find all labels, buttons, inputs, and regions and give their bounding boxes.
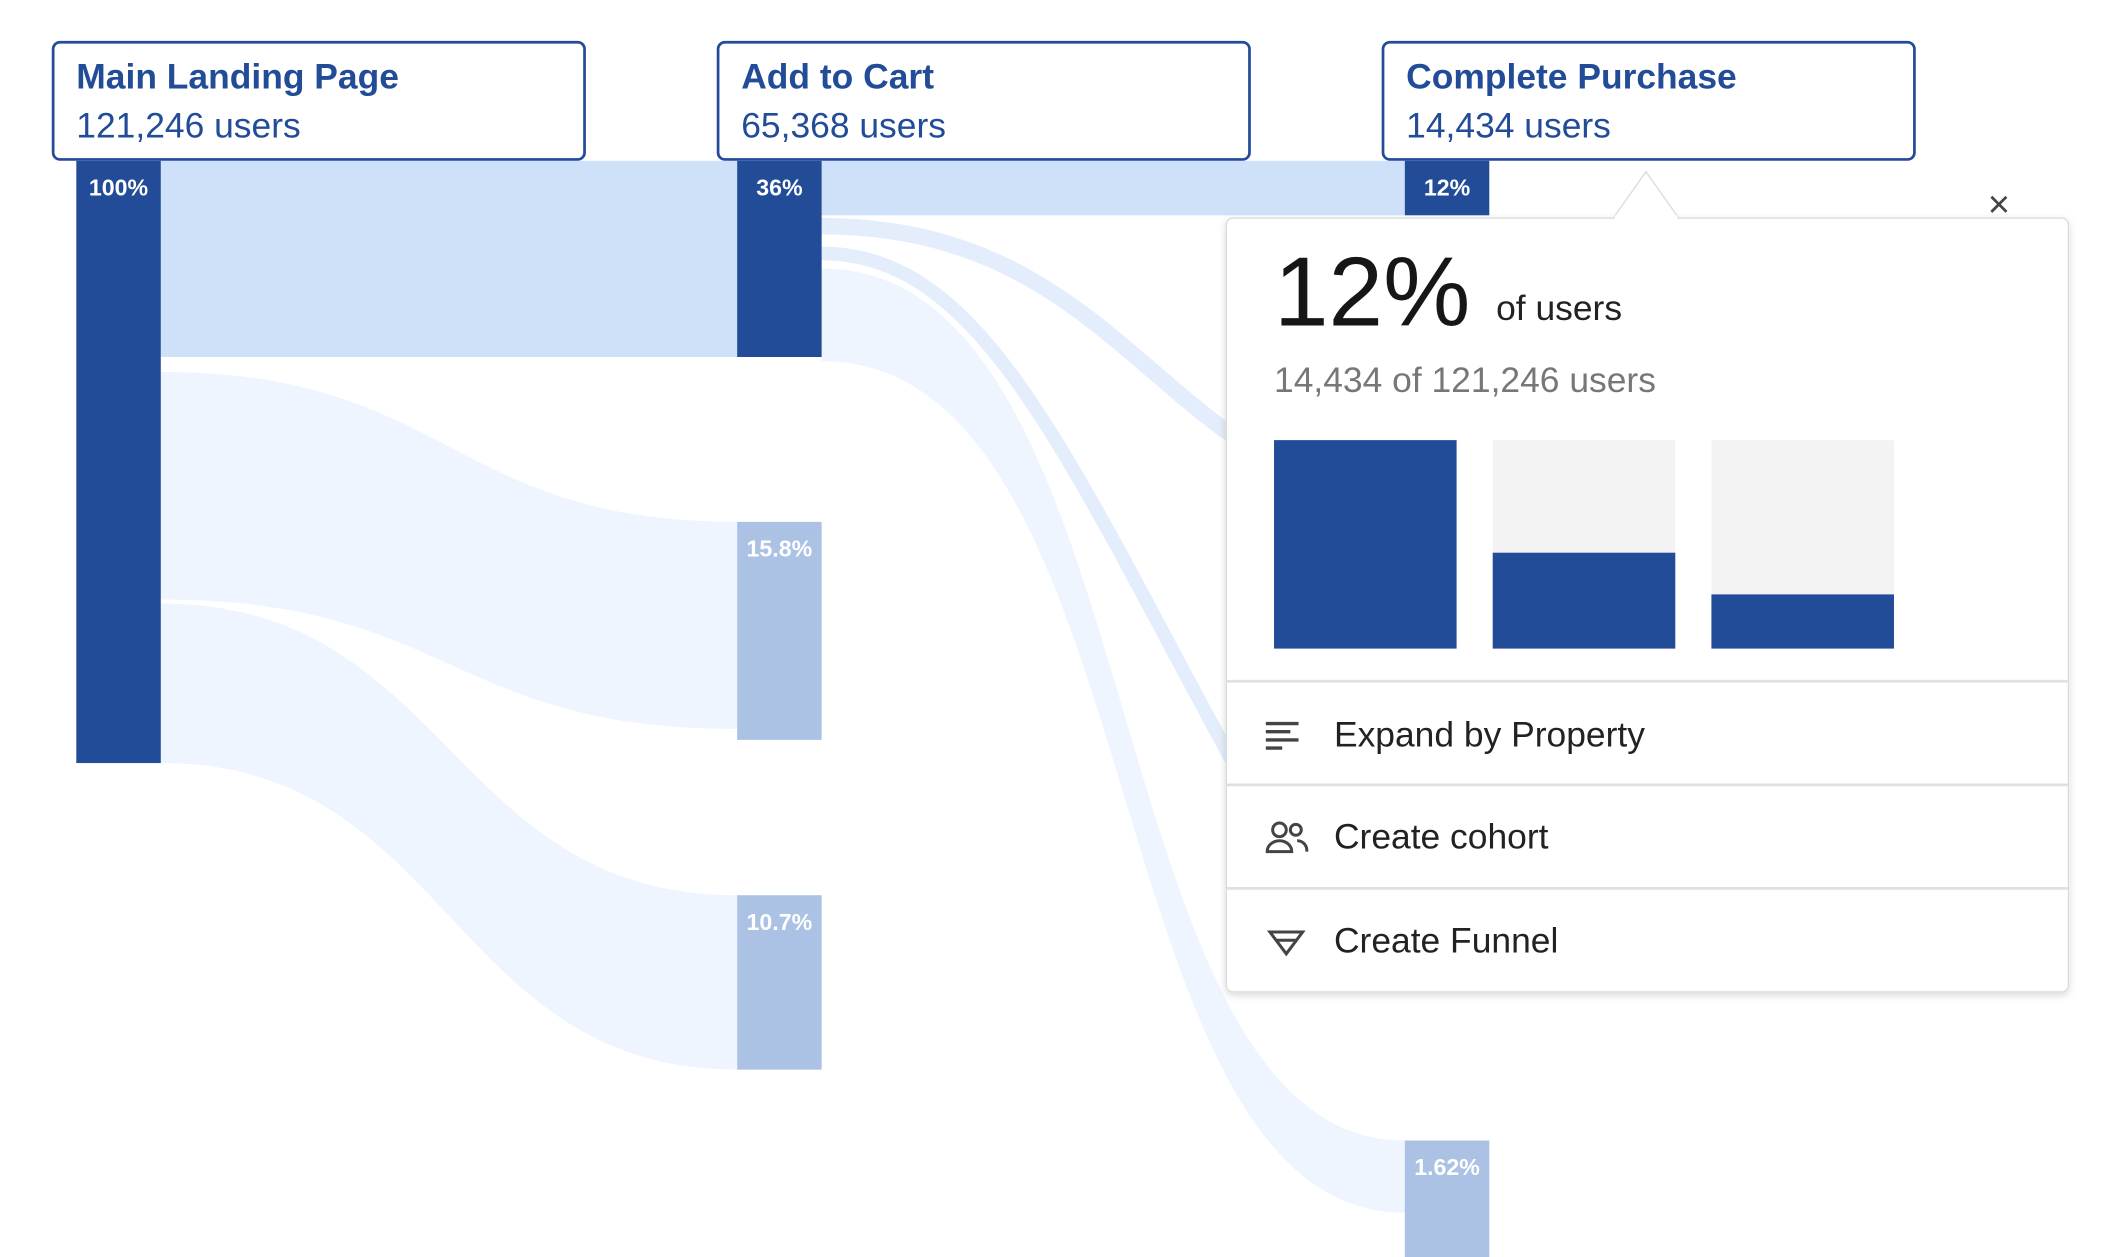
- close-button[interactable]: ×: [1988, 183, 2010, 226]
- step-users: 65,368 users: [741, 105, 946, 145]
- flow: [160, 371, 738, 729]
- popup-bars: [1274, 440, 1894, 649]
- popup: × 12% of users 14,434 of 121,246 users E…: [1225, 170, 2070, 993]
- flow: [160, 160, 738, 358]
- bar: [1711, 594, 1894, 649]
- menu-item[interactable]: Create Funnel: [1266, 920, 1558, 960]
- icon-expand: [1265, 721, 1299, 750]
- popup-percent: 12%: [1274, 237, 1470, 347]
- node: [76, 160, 161, 764]
- flow: [821, 160, 1405, 216]
- step-users: 121,246 users: [76, 105, 300, 145]
- popup-detail: 14,434 of 121,246 users: [1274, 360, 1656, 400]
- menu-label[interactable]: Expand by Property: [1334, 715, 1645, 755]
- header-box[interactable]: [716, 40, 1251, 161]
- icon-funnel: [1266, 930, 1306, 957]
- header-box[interactable]: [1381, 40, 1916, 161]
- drop-node: [1404, 1140, 1490, 1257]
- menu-label[interactable]: Create cohort: [1334, 817, 1549, 857]
- drop-percent: 15.8%: [747, 536, 813, 562]
- flow: [821, 268, 1405, 1213]
- drop-node: [737, 895, 822, 1070]
- flow: [821, 246, 1240, 767]
- step-header[interactable]: Main Landing Page 121,246 users: [51, 40, 586, 161]
- step-users: 14,434 users: [1406, 105, 1611, 145]
- drop-percent: 1.62%: [1414, 1154, 1480, 1180]
- drop-node: [737, 521, 822, 740]
- popup-arrow-cover: [1614, 215, 1678, 221]
- header-box[interactable]: [51, 40, 586, 161]
- bar: [1492, 552, 1676, 649]
- flow: [821, 218, 1238, 443]
- menu-label[interactable]: Create Funnel: [1334, 920, 1558, 960]
- step-name: Add to Cart: [741, 56, 934, 96]
- flow: [160, 603, 738, 1070]
- node-percent: 100%: [89, 175, 148, 201]
- node: [1404, 160, 1490, 216]
- popup-arrow: [1612, 170, 1680, 219]
- node-percent: 36%: [756, 175, 802, 201]
- step-header[interactable]: Complete Purchase 14,434 users: [1381, 40, 1916, 161]
- step-name: Complete Purchase: [1406, 56, 1737, 96]
- step-header[interactable]: Add to Cart 65,368 users: [716, 40, 1251, 161]
- node: [737, 160, 822, 358]
- menu-item[interactable]: Create cohort: [1265, 817, 1549, 857]
- bar: [1274, 440, 1457, 649]
- drop-percent: 10.7%: [747, 909, 813, 935]
- menu-item[interactable]: Expand by Property: [1265, 715, 1645, 755]
- popup-caption: of users: [1496, 288, 1622, 328]
- node-percent: 12%: [1424, 175, 1470, 201]
- icon-cohort: [1265, 821, 1309, 854]
- step-name: Main Landing Page: [76, 56, 399, 96]
